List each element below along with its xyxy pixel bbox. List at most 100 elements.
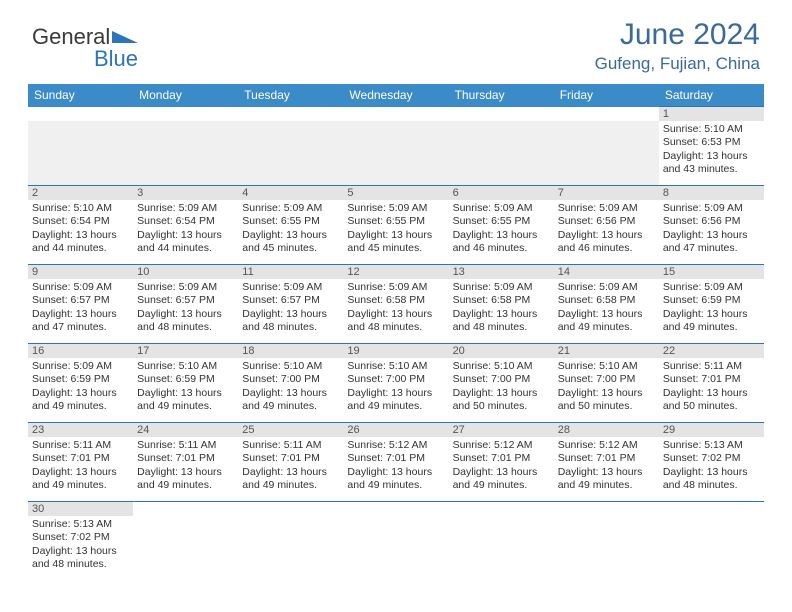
week-row: Sunrise: 5:13 AMSunset: 7:02 PMDaylight:… <box>28 516 764 580</box>
day-content: Sunrise: 5:10 AMSunset: 7:00 PMDaylight:… <box>347 360 444 418</box>
week-row: Sunrise: 5:09 AMSunset: 6:59 PMDaylight:… <box>28 358 764 423</box>
sunset-value: 7:01 PM <box>176 452 215 464</box>
sunset-label: Sunset: <box>663 294 702 306</box>
sunrise-label: Sunrise: <box>347 360 388 372</box>
sunset-label: Sunset: <box>32 452 71 464</box>
sunset-value: 6:53 PM <box>701 136 740 148</box>
day-content: Sunrise: 5:11 AMSunset: 7:01 PMDaylight:… <box>663 360 760 418</box>
sunset-label: Sunset: <box>558 294 597 306</box>
day-cell: Sunrise: 5:09 AMSunset: 6:56 PMDaylight:… <box>659 200 764 265</box>
sunrise-label: Sunrise: <box>137 281 178 293</box>
day-cell: Sunrise: 5:09 AMSunset: 6:58 PMDaylight:… <box>343 279 448 344</box>
sunset-label: Sunset: <box>242 215 281 227</box>
sunset-label: Sunset: <box>453 215 492 227</box>
sunset-label: Sunset: <box>347 294 386 306</box>
sunset-value: 6:54 PM <box>71 215 110 227</box>
daynum-row: 30 <box>28 502 764 517</box>
daylight-label: Daylight: <box>558 308 602 320</box>
sunrise-value: 5:09 AM <box>389 202 428 214</box>
sunset-value: 7:00 PM <box>281 373 320 385</box>
day-number-cell: 2 <box>28 186 133 201</box>
sunset-value: 6:54 PM <box>176 215 215 227</box>
daylight-label: Daylight: <box>453 229 497 241</box>
day-number-cell: 12 <box>343 265 448 280</box>
sunrise-value: 5:13 AM <box>704 439 743 451</box>
sunset-value: 7:01 PM <box>491 452 530 464</box>
daylight-label: Daylight: <box>663 387 707 399</box>
sunset-value: 7:01 PM <box>596 452 635 464</box>
day-number-cell <box>554 502 659 517</box>
sunrise-value: 5:10 AM <box>599 360 638 372</box>
day-content: Sunrise: 5:12 AMSunset: 7:01 PMDaylight:… <box>558 439 655 497</box>
sunrise-label: Sunrise: <box>453 202 494 214</box>
sunset-value: 7:01 PM <box>701 373 740 385</box>
sunrise-label: Sunrise: <box>242 202 283 214</box>
day-number-cell: 1 <box>659 107 764 122</box>
daylight-label: Daylight: <box>663 308 707 320</box>
daylight-label: Daylight: <box>32 308 76 320</box>
sunset-label: Sunset: <box>558 373 597 385</box>
day-number-cell <box>238 107 343 122</box>
sunrise-label: Sunrise: <box>453 281 494 293</box>
sunrise-label: Sunrise: <box>663 360 704 372</box>
day-number-cell: 17 <box>133 344 238 359</box>
day-number-cell: 11 <box>238 265 343 280</box>
daynum-row: 1 <box>28 107 764 122</box>
day-content: Sunrise: 5:12 AMSunset: 7:01 PMDaylight:… <box>347 439 444 497</box>
day-number-cell <box>238 502 343 517</box>
sunrise-value: 5:09 AM <box>704 281 743 293</box>
day-content: Sunrise: 5:09 AMSunset: 6:55 PMDaylight:… <box>453 202 550 260</box>
day-content: Sunrise: 5:09 AMSunset: 6:58 PMDaylight:… <box>347 281 444 339</box>
dayname-sun: Sunday <box>28 84 133 107</box>
day-content: Sunrise: 5:09 AMSunset: 6:56 PMDaylight:… <box>663 202 760 260</box>
day-cell: Sunrise: 5:10 AMSunset: 7:00 PMDaylight:… <box>238 358 343 423</box>
day-number-cell: 20 <box>449 344 554 359</box>
sunset-label: Sunset: <box>453 452 492 464</box>
day-content: Sunrise: 5:09 AMSunset: 6:57 PMDaylight:… <box>242 281 339 339</box>
day-number-cell: 10 <box>133 265 238 280</box>
day-cell <box>449 121 554 186</box>
daylight-label: Daylight: <box>242 466 286 478</box>
day-content: Sunrise: 5:12 AMSunset: 7:01 PMDaylight:… <box>453 439 550 497</box>
daylight-label: Daylight: <box>242 387 286 399</box>
sunrise-label: Sunrise: <box>32 518 73 530</box>
logo-text-blue: Blue <box>94 46 138 71</box>
sunrise-value: 5:12 AM <box>389 439 428 451</box>
sunset-label: Sunset: <box>663 215 702 227</box>
sunrise-label: Sunrise: <box>663 439 704 451</box>
sunrise-label: Sunrise: <box>663 202 704 214</box>
day-cell: Sunrise: 5:11 AMSunset: 7:01 PMDaylight:… <box>28 437 133 502</box>
day-number-cell: 3 <box>133 186 238 201</box>
day-cell: Sunrise: 5:11 AMSunset: 7:01 PMDaylight:… <box>659 358 764 423</box>
day-content: Sunrise: 5:10 AMSunset: 7:00 PMDaylight:… <box>242 360 339 418</box>
week-row: Sunrise: 5:09 AMSunset: 6:57 PMDaylight:… <box>28 279 764 344</box>
day-cell <box>554 516 659 580</box>
sunrise-label: Sunrise: <box>32 281 73 293</box>
day-content: Sunrise: 5:10 AMSunset: 7:00 PMDaylight:… <box>453 360 550 418</box>
sunset-value: 6:55 PM <box>281 215 320 227</box>
day-content: Sunrise: 5:10 AMSunset: 6:53 PMDaylight:… <box>663 123 760 181</box>
sunset-label: Sunset: <box>453 373 492 385</box>
week-row: Sunrise: 5:11 AMSunset: 7:01 PMDaylight:… <box>28 437 764 502</box>
sunrise-value: 5:09 AM <box>284 202 323 214</box>
sunset-value: 7:01 PM <box>71 452 110 464</box>
sunset-label: Sunset: <box>242 373 281 385</box>
day-cell: Sunrise: 5:11 AMSunset: 7:01 PMDaylight:… <box>133 437 238 502</box>
day-cell <box>343 516 448 580</box>
day-number-cell: 28 <box>554 423 659 438</box>
daylight-label: Daylight: <box>32 387 76 399</box>
day-content: Sunrise: 5:11 AMSunset: 7:01 PMDaylight:… <box>137 439 234 497</box>
day-content: Sunrise: 5:13 AMSunset: 7:02 PMDaylight:… <box>663 439 760 497</box>
day-content: Sunrise: 5:09 AMSunset: 6:59 PMDaylight:… <box>32 360 129 418</box>
daylight-label: Daylight: <box>663 466 707 478</box>
sunrise-value: 5:09 AM <box>179 281 218 293</box>
sunrise-value: 5:09 AM <box>179 202 218 214</box>
day-content: Sunrise: 5:10 AMSunset: 6:59 PMDaylight:… <box>137 360 234 418</box>
sunrise-label: Sunrise: <box>663 281 704 293</box>
sunset-value: 6:56 PM <box>701 215 740 227</box>
sunrise-value: 5:09 AM <box>73 281 112 293</box>
sunset-value: 6:59 PM <box>71 373 110 385</box>
sunrise-value: 5:11 AM <box>704 360 742 372</box>
day-number-cell <box>133 107 238 122</box>
sunset-label: Sunset: <box>137 452 176 464</box>
